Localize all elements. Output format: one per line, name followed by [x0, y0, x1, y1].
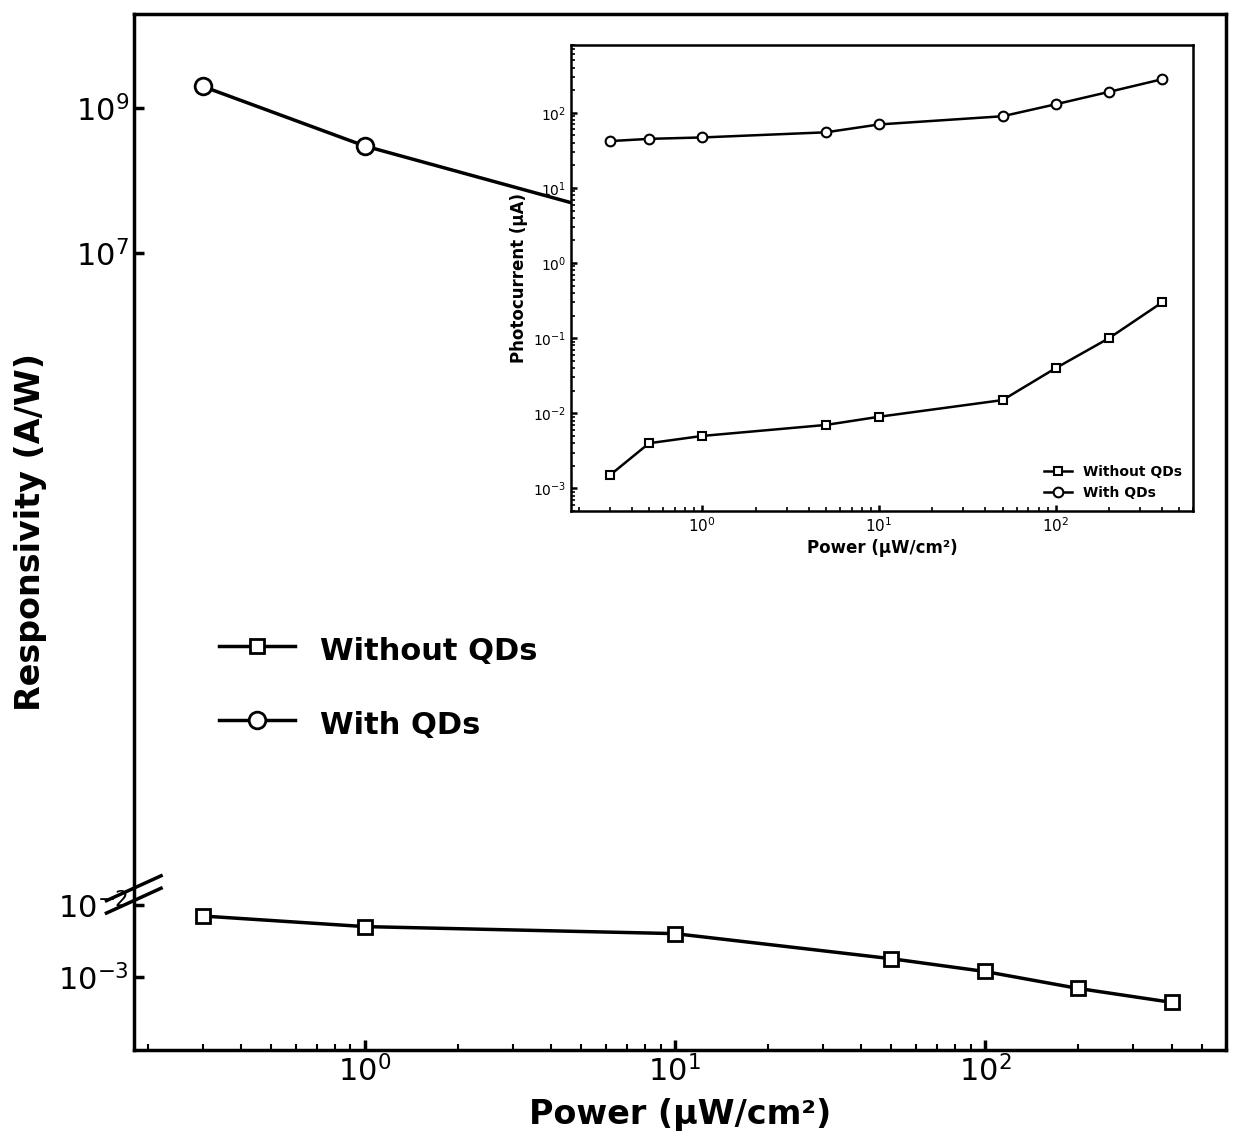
With QDs: [667, 224, 682, 238]
Without QDs: [977, 964, 992, 978]
Without QDs: [1164, 995, 1179, 1009]
Without QDs: [357, 919, 372, 933]
X-axis label: Power (μW/cm²): Power (μW/cm²): [528, 1098, 831, 1131]
With QDs: [884, 262, 899, 276]
Without QDs: [667, 926, 682, 940]
Without QDs: [884, 951, 899, 965]
With QDs: [977, 275, 992, 289]
Legend: Without QDs, With QDs: Without QDs, With QDs: [203, 616, 553, 758]
Line: With QDs: With QDs: [195, 78, 1179, 372]
With QDs: [1164, 356, 1179, 370]
Line: Without QDs: Without QDs: [196, 909, 1178, 1009]
With QDs: [195, 79, 210, 93]
Without QDs: [195, 909, 210, 923]
Without QDs: [1070, 981, 1085, 995]
With QDs: [1070, 297, 1085, 310]
Y-axis label: Responsivity (A/W): Responsivity (A/W): [14, 353, 47, 711]
With QDs: [357, 139, 372, 152]
